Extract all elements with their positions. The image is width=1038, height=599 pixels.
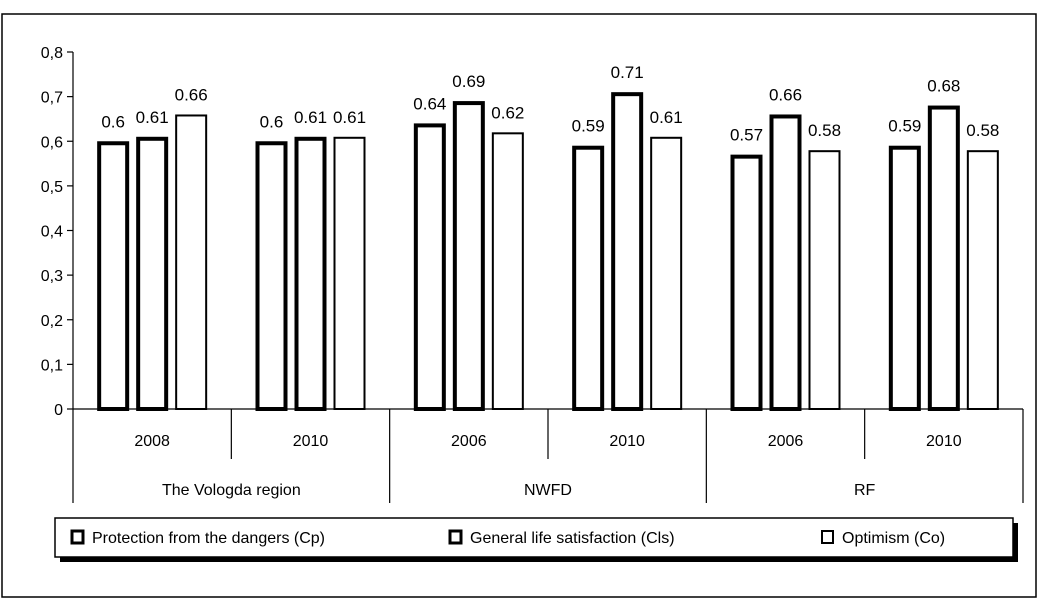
legend-swatch <box>70 529 85 545</box>
bar <box>769 114 802 411</box>
x-group-label: RF <box>854 482 876 499</box>
y-tick-label: 0,4 <box>41 224 63 241</box>
x-year-label: 2010 <box>609 433 645 450</box>
data-label: 0.61 <box>136 108 169 127</box>
x-group-label: The Vologda region <box>162 482 301 499</box>
x-year-label: 2008 <box>134 433 170 450</box>
bar <box>730 154 763 411</box>
data-label: 0.6 <box>101 112 125 131</box>
x-year-label: 2006 <box>768 433 804 450</box>
bar <box>650 136 683 410</box>
legend-box <box>54 517 1014 558</box>
y-tick-label: 0,5 <box>41 179 63 196</box>
data-label: 0.59 <box>888 117 921 136</box>
bar <box>333 136 366 410</box>
x-year-label: 2006 <box>451 433 487 450</box>
bar <box>452 101 485 412</box>
data-label: 0.66 <box>175 85 208 104</box>
bar <box>255 141 288 411</box>
bar <box>966 150 999 411</box>
y-tick-label: 0,8 <box>41 45 63 62</box>
legend-label: Protection from the dangers (Cp) <box>92 530 325 547</box>
x-year-label: 2010 <box>926 433 962 450</box>
data-label: 0.61 <box>294 108 327 127</box>
y-tick-label: 0,6 <box>41 134 63 151</box>
data-label: 0.58 <box>808 121 841 140</box>
bars <box>97 92 999 412</box>
data-label: 0.57 <box>730 126 763 145</box>
data-label: 0.61 <box>333 108 366 127</box>
y-tick-label: 0,7 <box>41 90 63 107</box>
legend-label: General life satisfaction (Cls) <box>470 530 675 547</box>
y-axis: 0 0,1 0,2 0,3 0,4 0,5 0,6 0,7 0,8 <box>41 45 74 419</box>
legend-swatch <box>448 529 463 545</box>
bar <box>572 145 605 411</box>
bar <box>175 114 208 410</box>
y-tick-label: 0 <box>54 402 63 419</box>
bar <box>413 123 446 412</box>
data-label: 0.62 <box>491 103 524 122</box>
x-axis: 2008 2010 2006 2010 2006 2010 The Vologda regi… <box>72 408 1024 503</box>
data-label: 0.59 <box>572 117 605 136</box>
bar <box>611 92 644 411</box>
bar <box>888 145 921 411</box>
data-label: 0.66 <box>769 85 802 104</box>
legend-swatch <box>821 530 834 544</box>
bar <box>136 136 169 411</box>
legend: Protection from the dangers (Cp) General … <box>54 517 1018 562</box>
y-tick-label: 0,2 <box>41 313 63 330</box>
y-tick-label: 0,1 <box>41 357 63 374</box>
bar <box>294 136 327 411</box>
bar <box>927 105 960 412</box>
bar <box>97 141 130 411</box>
data-label: 0.68 <box>927 77 960 96</box>
x-year-label: 2010 <box>293 433 329 450</box>
value-labels: 0.6 0.61 0.66 0.6 0.61 0.61 0.64 0.69 0.62 0.59 0.… <box>101 63 999 144</box>
data-label: 0.64 <box>413 94 446 113</box>
x-group-label: NWFD <box>524 482 572 499</box>
bar <box>808 150 841 411</box>
bar <box>491 132 524 410</box>
data-label: 0.6 <box>260 112 284 131</box>
data-label: 0.69 <box>452 72 485 91</box>
data-label: 0.61 <box>650 108 683 127</box>
legend-label: Optimism (Co) <box>842 530 945 547</box>
data-label: 0.71 <box>611 63 644 82</box>
y-tick-label: 0,3 <box>41 268 63 285</box>
data-label: 0.58 <box>966 121 999 140</box>
